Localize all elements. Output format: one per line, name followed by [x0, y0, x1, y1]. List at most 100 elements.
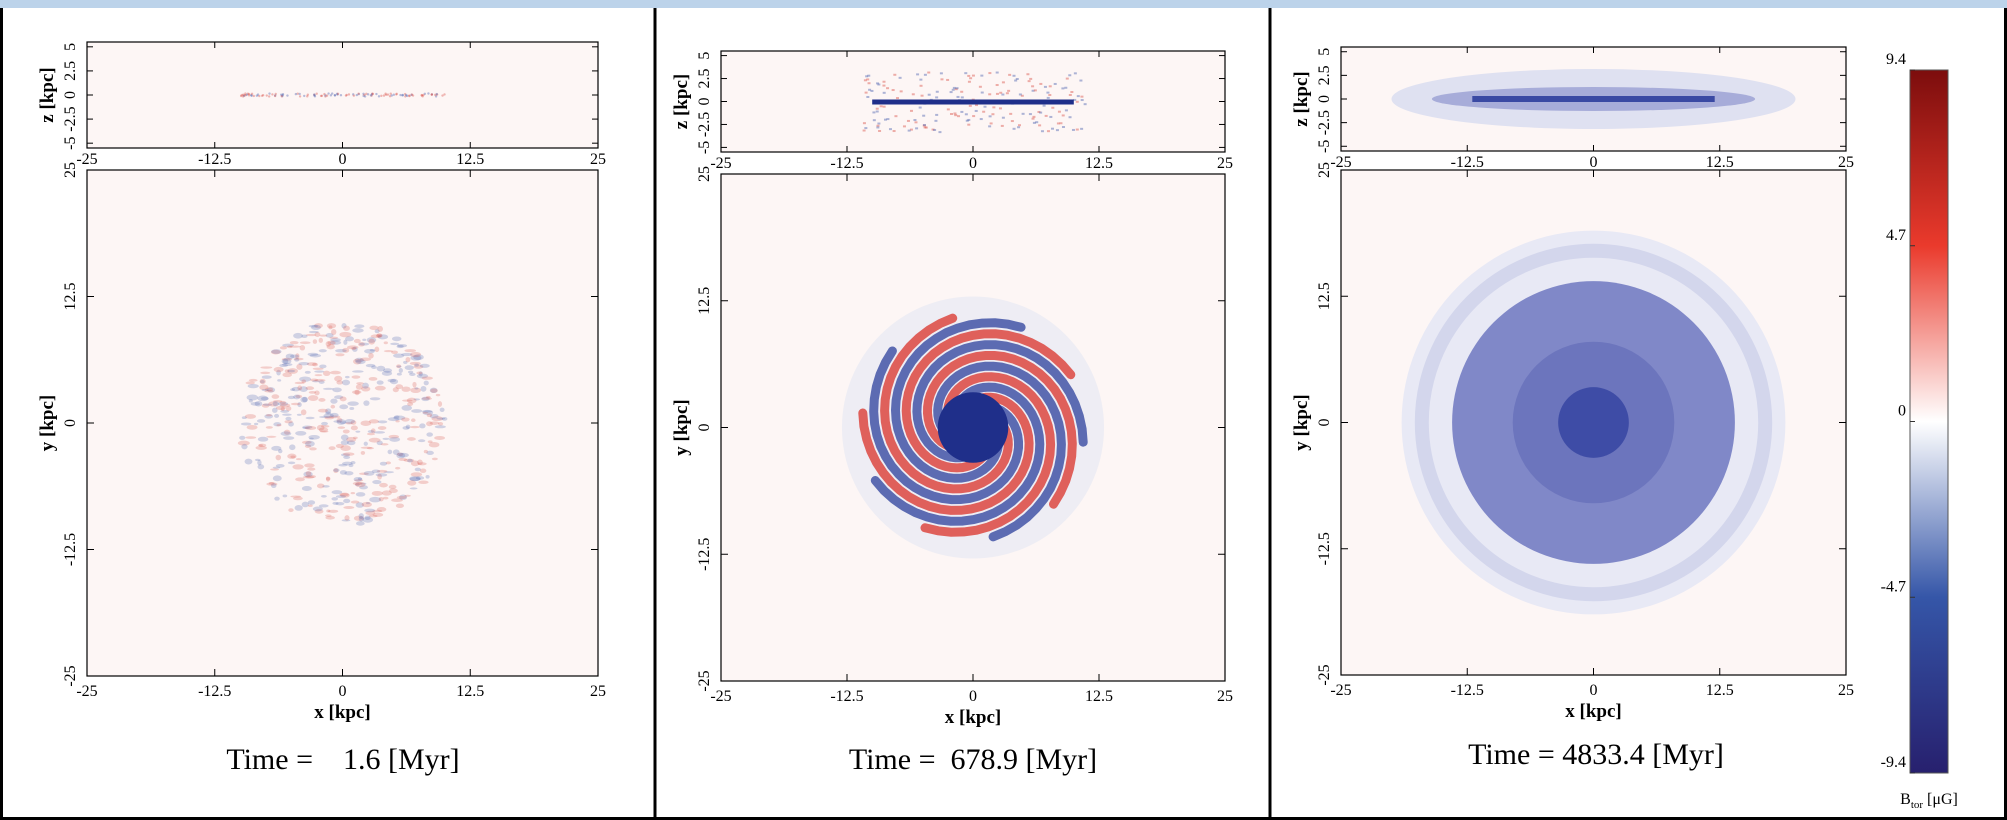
z-tick-label: -2.5: [62, 106, 79, 131]
speckle: [964, 72, 968, 75]
speckle: [264, 414, 274, 419]
speckle: [250, 92, 254, 96]
speckle: [877, 83, 881, 86]
speckle: [243, 94, 246, 97]
speckle: [938, 131, 942, 134]
speckle: [382, 437, 390, 440]
speckle: [1018, 93, 1022, 96]
speckle: [307, 395, 319, 402]
speckle: [305, 386, 315, 391]
speckle: [891, 89, 895, 92]
speckle: [422, 411, 429, 414]
speckle: [1070, 91, 1074, 94]
speckle: [287, 368, 299, 374]
speckle: [398, 368, 403, 374]
y-tick-label: 0: [62, 419, 79, 427]
speckle: [378, 496, 384, 502]
speckle: [338, 463, 348, 467]
speckle: [244, 414, 257, 419]
speckle: [261, 375, 272, 379]
speckle: [354, 479, 364, 482]
speckle: [1012, 74, 1016, 77]
speckle: [239, 94, 243, 98]
speckle: [395, 92, 398, 96]
speckle: [913, 119, 917, 122]
speckle: [423, 380, 429, 386]
speckle: [354, 357, 364, 363]
speckle: [336, 380, 343, 385]
speckle: [329, 336, 339, 339]
speckle: [414, 387, 419, 390]
speckle: [304, 370, 311, 374]
speckle: [340, 453, 351, 457]
speckle: [359, 472, 369, 476]
speckle: [273, 94, 277, 97]
speckle: [940, 78, 944, 81]
speckle: [245, 436, 257, 439]
speckle: [333, 420, 342, 423]
speckle: [325, 476, 330, 482]
speckle: [405, 356, 411, 363]
speckle: [935, 96, 939, 99]
speckle: [316, 483, 325, 489]
speckle: [292, 464, 304, 470]
speckle: [1057, 110, 1061, 113]
speckle: [371, 92, 374, 95]
speckle: [435, 393, 441, 397]
speckle: [862, 122, 866, 125]
speckle: [393, 415, 400, 419]
speckle: [952, 86, 956, 89]
speckle: [358, 516, 364, 522]
speckle: [282, 413, 292, 416]
y-tick-label: 25: [62, 162, 79, 178]
speckle: [391, 498, 403, 503]
speckle: [343, 339, 348, 345]
speckle: [426, 413, 433, 418]
speckle: [355, 93, 359, 97]
speckle: [273, 422, 282, 427]
speckle: [367, 430, 375, 433]
speckle: [417, 439, 426, 443]
speckle: [989, 122, 993, 125]
speckle: [862, 129, 866, 132]
y-tick-label: 12.5: [696, 287, 713, 315]
speckle: [350, 425, 358, 431]
speckle: [307, 352, 319, 356]
speckle: [352, 346, 358, 352]
speckle: [1008, 73, 1012, 76]
speckle: [379, 482, 388, 488]
z-tick-label: -2.5: [1316, 110, 1333, 135]
speckle: [409, 477, 421, 482]
speckle: [352, 370, 364, 373]
speckle: [352, 328, 364, 333]
speckle: [312, 362, 318, 367]
speckle: [1010, 120, 1014, 123]
speckle: [334, 375, 343, 382]
speckle: [352, 93, 355, 96]
speckle: [318, 380, 325, 384]
speckle: [250, 402, 261, 406]
speckle: [246, 424, 258, 430]
speckle: [280, 409, 290, 413]
speckle: [409, 475, 421, 482]
speckle: [279, 363, 288, 368]
speckle: [355, 482, 360, 487]
speckle: [319, 364, 327, 369]
speckle: [254, 400, 263, 407]
speckle: [314, 374, 323, 377]
speckle: [403, 92, 407, 96]
x-tick-label: -25: [1330, 682, 1351, 699]
speckle: [328, 446, 336, 451]
speckle: [441, 417, 448, 421]
speckle: [287, 453, 297, 459]
speckle: [924, 126, 928, 129]
speckle: [998, 107, 1002, 110]
speckle: [273, 400, 283, 403]
speckle: [401, 417, 410, 422]
speckle: [320, 94, 324, 97]
speckle: [401, 352, 413, 357]
speckle: [357, 92, 360, 95]
speckle: [356, 382, 364, 385]
speckle: [299, 376, 312, 382]
speckle: [280, 406, 285, 412]
